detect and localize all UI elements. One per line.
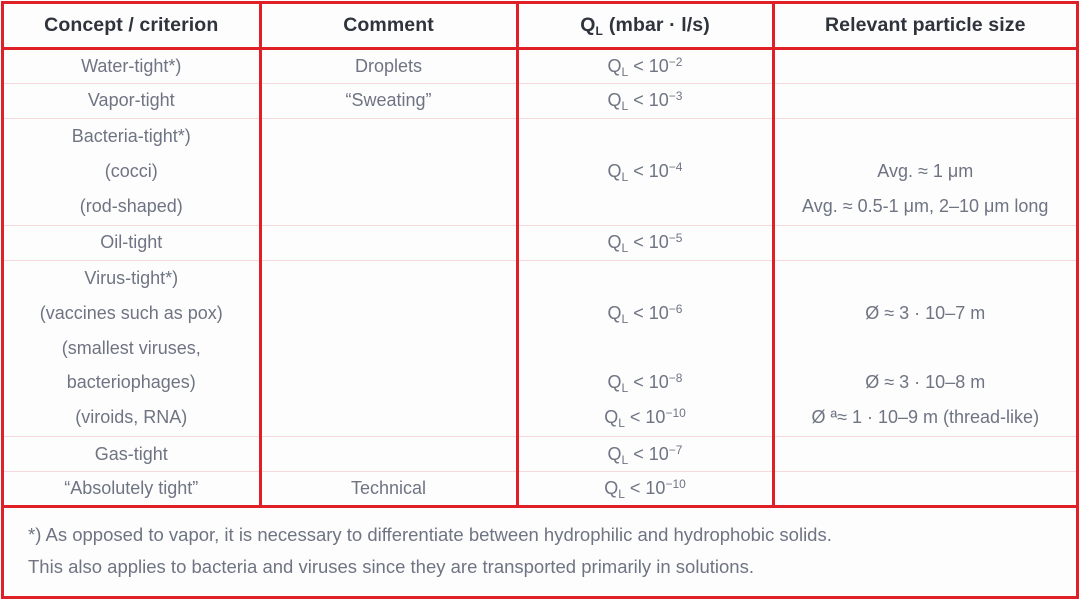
header-particle-size: Relevant particle size [773, 4, 1076, 50]
particle-size-value: Ø ª≈ 1 · 10–9 m (thread-like) [811, 407, 1040, 428]
cell-comment: Technical [260, 471, 519, 507]
table-row-gas-tight: Gas-tight QL <10−7 [4, 436, 1076, 472]
particle-size-value: Ø ≈ 3 · 10–7 m [865, 303, 986, 324]
cell-comment [260, 118, 519, 226]
ql-symbol: Q [580, 13, 596, 36]
cell-particle-size: Avg. ≈ 1 μm Avg. ≈ 0.5-1 μm, 2–10 μm lon… [773, 118, 1076, 226]
footnote: *) As opposed to vapor, it is necessary … [4, 508, 1076, 596]
particle-size-value: Avg. ≈ 1 μm [877, 161, 974, 182]
cell-leak-rate: QL <10−7 [517, 436, 775, 472]
cell-leak-rate: QL <10−10 [517, 471, 775, 507]
ql-subscript: L [595, 23, 603, 38]
header-concept: Concept / criterion [4, 4, 262, 50]
table-row-oil-tight: Oil-tight QL <10−5 [4, 225, 1076, 261]
cell-particle-size [773, 472, 1076, 507]
concept-line: (smallest viruses, [61, 337, 201, 358]
leak-rate-value: QL <10−3 [607, 89, 683, 113]
leak-rate-value: QL <10−4 [607, 160, 683, 185]
leak-rate-value: QL <10−8 [607, 371, 683, 396]
cell-particle-size [773, 48, 1076, 84]
cell-concept: Oil-tight [4, 225, 262, 261]
leak-rate-value: QL <10−5 [607, 231, 683, 256]
cell-leak-rate: QL <10−5 [517, 225, 775, 261]
cell-comment: Droplets [260, 48, 519, 84]
ql-unit: (mbar · l/s) [608, 13, 710, 36]
concept-line: bacteriophages) [66, 372, 196, 393]
cell-comment [260, 260, 519, 438]
concept-line: Virus-tight*) [84, 268, 179, 289]
cell-particle-size [773, 225, 1076, 261]
concept-line: (rod-shaped) [79, 195, 183, 216]
criteria-table: Concept / criterion Comment QL (mbar · l/… [4, 4, 1076, 508]
cell-leak-rate: QL <10−2 [517, 48, 775, 84]
concept-line: Bacteria-tight*) [71, 126, 191, 147]
table-row-vapor-tight: Vapor-tight “Sweating” QL <10−3 [4, 83, 1076, 119]
concept-line: (vaccines such as pox) [39, 303, 223, 324]
table-row-bacteria-tight: Bacteria-tight*) (cocci) (rod-shaped) QL… [4, 118, 1076, 226]
cell-leak-rate: QL <10−4 [517, 118, 775, 226]
leak-rate-value: QL <10−10 [604, 477, 686, 501]
table-row-virus-tight: Virus-tight*) (vaccines such as pox) (sm… [4, 260, 1076, 438]
cell-comment [260, 436, 519, 472]
cell-concept: “Absolutely tight” [4, 471, 262, 507]
cell-concept: Gas-tight [4, 436, 262, 472]
particle-size-value: Avg. ≈ 0.5-1 μm, 2–10 μm long [802, 195, 1049, 216]
cell-comment [260, 225, 519, 261]
header-comment: Comment [260, 4, 519, 50]
table-row-absolutely-tight: “Absolutely tight” Technical QL <10−10 [4, 471, 1076, 507]
leak-rate-value: QL <10−10 [604, 406, 686, 431]
cell-leak-rate: QL <10−6 QL <10−8 QL <10−10 [517, 260, 775, 438]
concept-line: (viroids, RNA) [75, 407, 188, 428]
leak-rate-value: QL <10−2 [607, 54, 683, 79]
cell-concept: Virus-tight*) (vaccines such as pox) (sm… [4, 260, 262, 438]
header-row: Concept / criterion Comment QL (mbar · l/… [4, 4, 1076, 50]
leak-rate-value: QL <10−7 [607, 442, 683, 467]
cell-concept: Bacteria-tight*) (cocci) (rod-shaped) [4, 118, 262, 226]
cell-particle-size: Ø ≈ 3 · 10–7 m Ø ≈ 3 · 10–8 m Ø ª≈ 1 · 1… [773, 260, 1076, 438]
header-leak-rate: QL (mbar · l/s) [517, 4, 775, 50]
cell-particle-size [773, 436, 1076, 472]
footnote-line-1: *) As opposed to vapor, it is necessary … [28, 523, 832, 545]
cell-comment: “Sweating” [260, 83, 519, 119]
cell-concept: Vapor-tight [4, 83, 262, 119]
leak-rate-value: QL <10−6 [607, 302, 683, 327]
table-row-water-tight: Water-tight*) Droplets QL <10−2 [4, 48, 1076, 84]
cell-leak-rate: QL <10−3 [517, 83, 775, 119]
concept-line: (cocci) [104, 161, 158, 182]
cell-concept: Water-tight*) [4, 48, 262, 84]
cell-particle-size [773, 83, 1076, 119]
particle-size-value: Ø ≈ 3 · 10–8 m [865, 372, 986, 393]
footnote-line-2: This also applies to bacteria and viruse… [28, 556, 754, 577]
